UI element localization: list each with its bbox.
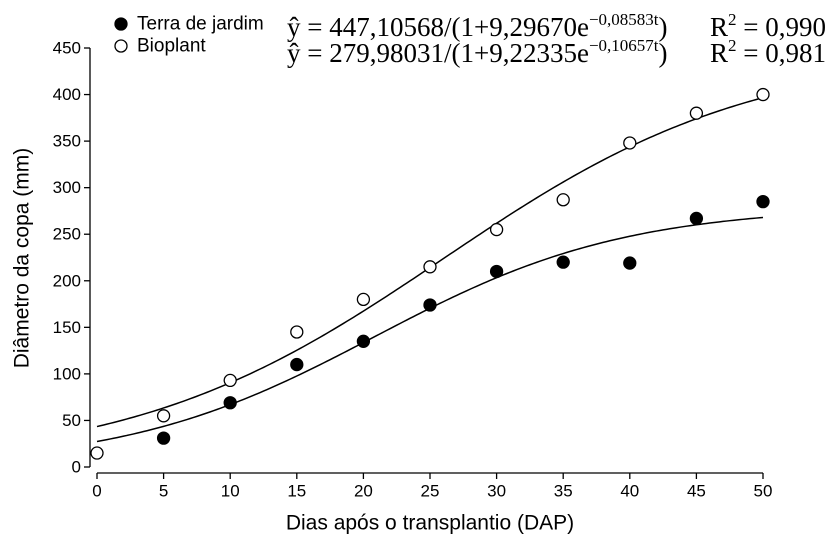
data-point-terra-de-jardim (356, 334, 371, 348)
data-point-terra-de-jardim (156, 431, 171, 445)
data-point-terra-de-jardim (290, 357, 304, 372)
data-point-bioplant (623, 136, 637, 150)
data-points (90, 87, 770, 460)
fit-equations: ŷ = 447,10568/(1+9,29670e−0,08583t) R2 =… (287, 10, 826, 68)
x-axis-title: Dias após o transplantio (DAP) (286, 512, 574, 535)
y-tick-label: 250 (53, 225, 81, 244)
plot-area (90, 87, 770, 460)
data-point-bioplant (756, 87, 770, 102)
x-tick-label: 5 (159, 482, 168, 501)
r-squared-1: R2 = 0,990 (710, 10, 826, 42)
legend-item-terra-de-jardim: Terra de jardim (114, 14, 264, 35)
series-terra-de-jardim (156, 194, 770, 445)
legend-marker-filled-circle-icon (114, 17, 128, 31)
legend-item-bioplant: Bioplant (114, 36, 206, 57)
y-ticks: 0 50 100 150 200 250 300 350 400 450 (53, 39, 90, 477)
data-point-bioplant (223, 373, 237, 388)
data-point-terra-de-jardim (556, 255, 570, 269)
y-tick-label: 150 (53, 318, 81, 337)
y-tick-label: 300 (53, 178, 81, 197)
y-tick-label: 50 (62, 411, 81, 430)
data-point-bioplant (423, 260, 437, 274)
x-tick-label: 35 (554, 482, 573, 501)
x-tick-label: 30 (487, 482, 506, 501)
legend-label: Terra de jardim (137, 14, 264, 35)
r-squared-2-exponent: 2 (728, 36, 737, 55)
data-point-bioplant (556, 193, 570, 207)
data-point-terra-de-jardim (689, 211, 704, 226)
equation-1: ŷ = 447,10568/(1+9,29670e−0,08583t) (287, 10, 668, 42)
x-ticks: 0 5 10 15 20 25 30 35 40 45 50 (92, 473, 772, 501)
y-tick-label: 100 (53, 364, 81, 383)
x-tick-label: 20 (354, 482, 373, 501)
data-point-terra-de-jardim (756, 194, 770, 209)
series-bioplant (90, 87, 770, 460)
x-tick-label: 15 (287, 482, 306, 501)
data-point-bioplant (356, 292, 371, 307)
r-squared-2-value: = 0,981 (737, 38, 826, 68)
legend-label: Bioplant (137, 36, 206, 57)
x-tick-label: 50 (754, 482, 773, 501)
legend: Terra de jardim Bioplant (114, 14, 264, 57)
data-point-terra-de-jardim (223, 396, 237, 410)
x-tick-label: 10 (221, 482, 240, 501)
r-squared-2: R2 = 0,981 (710, 36, 826, 68)
r-squared-1-value: = 0,990 (737, 12, 826, 42)
y-axis: 0 50 100 150 200 250 300 350 400 450 (53, 39, 91, 477)
legend-marker-open-circle-icon (114, 39, 128, 53)
data-point-terra-de-jardim (423, 298, 437, 312)
x-axis: 0 5 10 15 20 25 30 35 40 45 50 (92, 472, 772, 501)
y-tick-label: 350 (53, 132, 81, 151)
y-axis-title: Diâmetro da copa (mm) (11, 148, 34, 369)
r-squared-1-label: R (710, 12, 728, 42)
y-tick-label: 0 (72, 458, 81, 477)
x-tick-label: 40 (620, 482, 639, 501)
equation-1-close: ) (659, 12, 668, 42)
y-tick-label: 400 (53, 85, 81, 104)
r-squared-2-label: R (710, 38, 728, 68)
equation-2-close: ) (659, 38, 668, 68)
data-point-bioplant (489, 222, 504, 237)
y-tick-label: 450 (53, 39, 81, 58)
data-point-terra-de-jardim (623, 256, 637, 270)
data-point-bioplant (290, 325, 304, 339)
x-tick-label: 0 (92, 482, 101, 501)
equation-2-main: ŷ = 279,98031/(1+9,22335e (287, 38, 589, 68)
y-tick-label: 200 (53, 271, 81, 290)
equation-2: ŷ = 279,98031/(1+9,22335e−0,10657t) (287, 36, 668, 68)
x-tick-label: 45 (687, 482, 706, 501)
data-point-bioplant (156, 409, 171, 423)
r-squared-1-exponent: 2 (728, 10, 737, 29)
data-point-terra-de-jardim (489, 264, 504, 279)
equation-2-exponent: −0,10657t (589, 36, 659, 55)
equation-1-main: ŷ = 447,10568/(1+9,29670e (287, 12, 589, 42)
data-point-bioplant (689, 106, 704, 120)
equation-1-exponent: −0,08583t (589, 10, 659, 29)
x-tick-label: 25 (421, 482, 440, 501)
data-point-bioplant (90, 446, 104, 460)
